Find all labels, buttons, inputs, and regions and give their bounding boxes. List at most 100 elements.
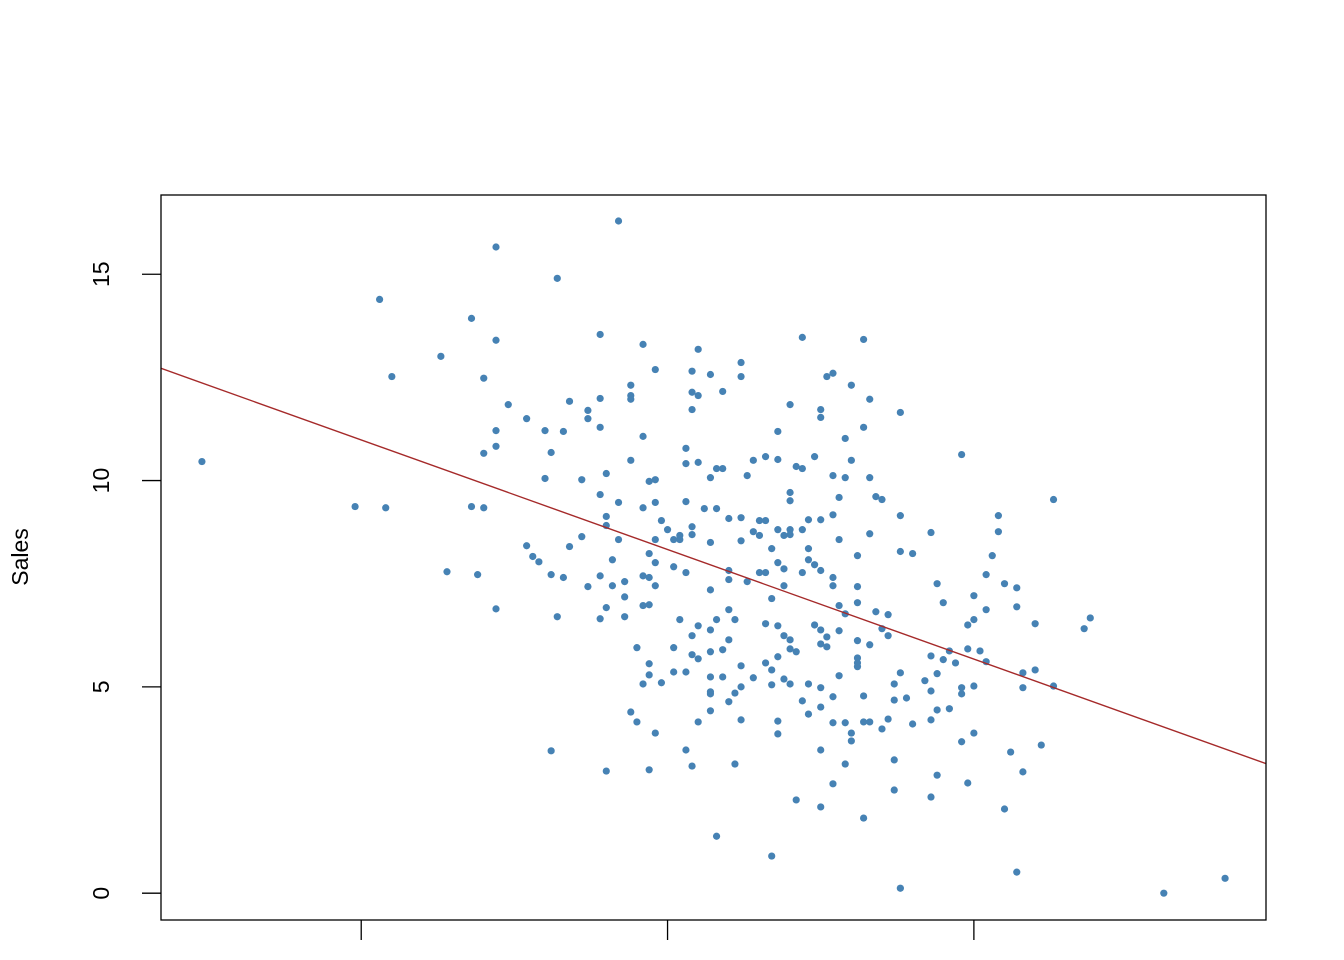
point [1019,669,1027,677]
point [780,675,788,683]
point [768,594,776,603]
point [964,779,972,787]
point [651,535,659,544]
point [1007,748,1015,756]
point [706,673,715,681]
point [786,645,794,653]
point [761,453,770,461]
point [872,493,880,501]
point [774,622,782,630]
point [737,683,745,691]
point [853,582,862,591]
point [682,568,690,577]
point [786,401,794,409]
point [902,694,911,702]
point [694,622,702,630]
point [651,476,659,484]
point [651,729,659,737]
point [688,523,696,531]
point [866,530,874,538]
point [645,660,653,668]
point [755,568,764,577]
point [529,552,537,561]
point [688,388,696,396]
point [694,458,702,466]
point [964,645,972,653]
point [492,605,500,613]
point [921,677,929,685]
point [621,578,629,586]
point [388,372,396,381]
point [523,415,531,423]
point [621,593,629,601]
point [547,747,555,755]
point [1013,603,1021,611]
point [823,633,831,641]
point [860,718,868,726]
point [523,542,531,550]
point [737,537,745,545]
point [731,760,739,768]
y-tick-label: 0 [88,887,114,900]
point [761,659,770,667]
point [596,423,604,431]
point [976,647,984,655]
point [761,620,770,628]
point [565,542,574,551]
point [958,450,966,459]
point [602,604,610,612]
point [663,526,672,534]
point [351,502,359,511]
y-tick-label: 5 [88,680,114,693]
point [584,415,592,423]
point [731,689,739,697]
point [774,526,782,534]
point [810,621,819,629]
point [541,427,549,435]
point [1221,874,1229,882]
fit-line [161,367,1266,765]
point [694,345,702,353]
point [970,616,978,624]
point [639,601,647,610]
point [884,611,892,619]
point [810,453,819,461]
point [621,613,629,621]
point [492,336,500,344]
point [584,406,592,414]
point [847,381,855,389]
point [467,502,476,511]
point [1000,805,1009,813]
point [927,687,935,695]
point [829,693,837,701]
point [437,352,445,360]
point [645,549,653,558]
point [688,405,696,414]
point [737,358,745,367]
point [608,556,617,564]
point [602,469,610,478]
point [737,372,745,381]
point [553,613,561,621]
point [1160,889,1168,897]
point [988,552,996,560]
point [860,423,868,431]
point [627,381,635,389]
point [866,474,874,482]
point [651,559,659,567]
point [786,526,794,534]
point [970,682,978,690]
point [835,627,843,635]
point [731,616,739,624]
point [682,668,690,676]
point [817,703,825,711]
point [480,374,488,382]
point [651,498,659,507]
point [480,449,488,457]
point [645,671,653,679]
point [804,710,813,718]
point [798,697,806,705]
point [780,531,788,540]
point [847,456,855,464]
